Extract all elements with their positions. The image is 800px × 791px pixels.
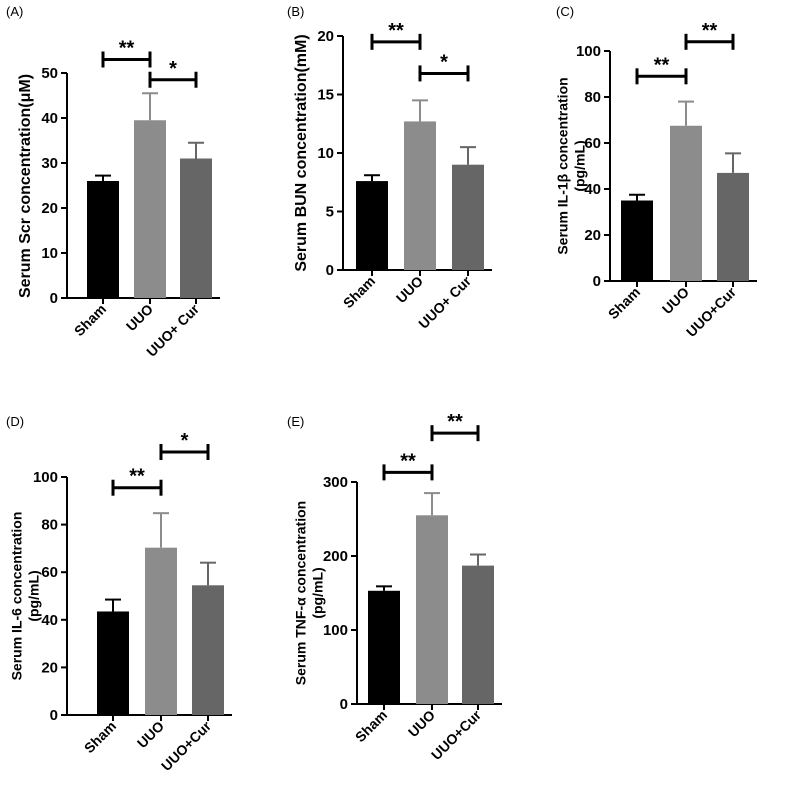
y-tick-label: 0 — [50, 290, 58, 307]
bar-uuocur — [462, 565, 494, 704]
bar-uuo — [404, 121, 436, 270]
y-tick-label: 30 — [41, 155, 58, 172]
panel-e: (E) 0 100 200 300 Serum TNF-α concentration (p… — [287, 411, 502, 763]
significance-label: * — [440, 51, 448, 73]
significance-label: ** — [129, 466, 145, 488]
y-tick-label: 20 — [584, 227, 601, 244]
bar-uuocur — [452, 164, 484, 270]
panel-label: (D) — [6, 414, 24, 429]
x-tick-label: Sham — [71, 301, 109, 339]
y-tick-label: 20 — [41, 200, 58, 217]
y-axis-label: (pg/mL) — [26, 570, 42, 621]
x-tick-label: UUO — [134, 718, 167, 751]
significance-label: ** — [447, 411, 463, 433]
y-tick-label: 20 — [317, 28, 334, 45]
y-tick-label: 100 — [33, 469, 58, 486]
y-tick-label: 80 — [584, 89, 601, 106]
y-tick-label: 0 — [593, 273, 601, 290]
bar-uuocur — [180, 158, 212, 298]
x-tick-label: UUO — [393, 273, 426, 306]
panel-label: (E) — [287, 414, 304, 429]
y-axis-label: Serum IL-1β concentration — [555, 77, 571, 254]
bar-uuo — [145, 547, 177, 715]
y-tick-label: 100 — [576, 43, 601, 60]
y-tick-label: 5 — [326, 204, 334, 221]
x-tick-label: UUO — [405, 707, 438, 740]
y-axis-label: Serum BUN concentration(mM) — [293, 34, 310, 271]
x-tick-label: UUO+Cur — [683, 283, 740, 340]
panel-label: (B) — [287, 4, 304, 19]
bar-sham — [87, 181, 119, 298]
bar-sham — [356, 181, 388, 270]
x-tick-label: Sham — [81, 718, 119, 756]
y-axis-label: (pg/mL) — [310, 567, 326, 618]
y-tick-label: 0 — [50, 707, 58, 724]
panel-b: (B) 0 5 10 15 20 Serum BUN concentration(mM) Sh… — [287, 4, 492, 332]
bar-uuo — [416, 515, 448, 704]
y-tick-label: 40 — [41, 612, 58, 629]
panel-c: (C) 0 20 40 60 80 100 Serum IL-1β concentration… — [555, 4, 757, 340]
significance-label: * — [181, 430, 189, 452]
x-tick-label: UUO — [123, 301, 156, 334]
x-tick-label: Sham — [352, 707, 390, 745]
bar-uuo — [670, 125, 702, 281]
y-axis-label: Serum TNF-α concentration — [293, 501, 309, 685]
bar-uuocur — [192, 585, 224, 715]
bar-sham — [621, 200, 653, 281]
y-tick-label: 0 — [340, 696, 348, 713]
y-tick-label: 0 — [326, 262, 334, 279]
bar-uuocur — [717, 172, 749, 281]
significance-label: ** — [400, 450, 416, 472]
x-tick-label: UUO — [659, 284, 692, 317]
y-axis-label: (pg/mL) — [572, 140, 588, 191]
y-tick-label: 60 — [41, 564, 58, 581]
y-axis-label: Serum IL-6 concentration — [9, 512, 25, 681]
y-tick-label: 10 — [317, 145, 334, 162]
significance-label: ** — [388, 20, 404, 42]
y-tick-label: 15 — [317, 87, 334, 104]
significance-label: ** — [654, 54, 670, 76]
y-axis-label: Serum Scr concentration(μM) — [17, 74, 34, 298]
y-tick-label: 200 — [323, 548, 348, 565]
bar-sham — [368, 590, 400, 704]
significance-label: ** — [702, 20, 718, 42]
panel-label: (C) — [556, 4, 574, 19]
x-tick-label: UUO+Cur — [158, 717, 215, 774]
significance-label: * — [169, 58, 177, 80]
y-tick-label: 20 — [41, 659, 58, 676]
bar-sham — [97, 611, 129, 715]
panel-label: (A) — [6, 4, 23, 19]
panel-d: (D) 0 20 40 60 80 100 Serum IL-6 concentration(… — [6, 414, 232, 774]
y-tick-label: 40 — [584, 181, 601, 198]
x-tick-label: UUO+Cur — [428, 706, 485, 763]
y-tick-label: 80 — [41, 517, 58, 534]
x-tick-label: Sham — [340, 273, 378, 311]
panel-a: (A) 0 10 20 30 40 50 Serum Scr concentration(μM… — [6, 4, 220, 360]
y-tick-label: 10 — [41, 245, 58, 262]
y-tick-label: 40 — [41, 110, 58, 127]
x-tick-label: Sham — [605, 284, 643, 322]
bar-uuo — [134, 120, 166, 298]
y-tick-label: 300 — [323, 474, 348, 491]
y-tick-label: 50 — [41, 65, 58, 82]
significance-label: ** — [119, 38, 135, 60]
y-tick-label: 100 — [323, 622, 348, 639]
x-tick-label: UUO+ Cur — [415, 272, 474, 331]
y-tick-label: 60 — [584, 135, 601, 152]
